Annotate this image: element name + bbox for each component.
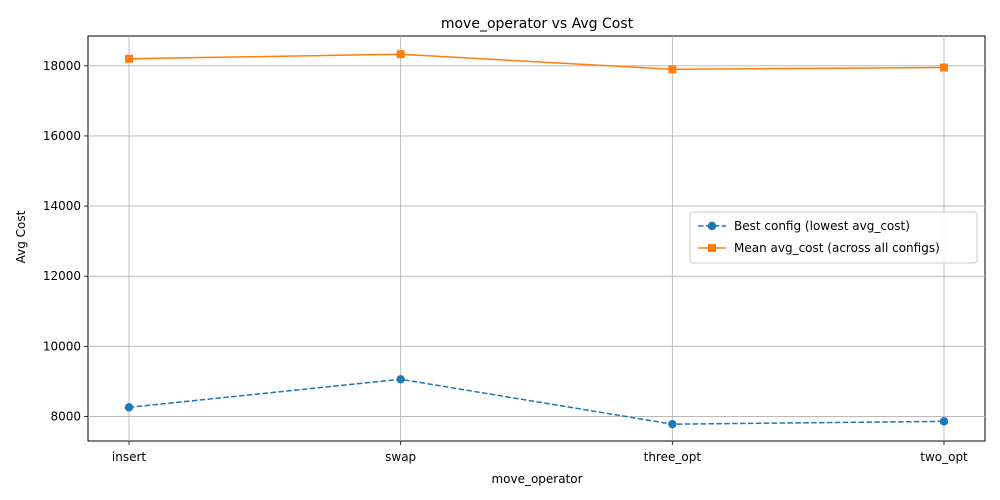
x-tick-label: insert	[112, 450, 147, 464]
data-point	[125, 54, 133, 63]
data-point	[124, 403, 134, 412]
data-point	[668, 419, 677, 429]
legend-label: Mean avg_cost (across all configs)	[734, 241, 940, 255]
chart-title: move_operator vs Avg Cost	[441, 16, 634, 32]
series-line	[128, 378, 945, 425]
data-point	[396, 50, 405, 59]
data-point	[396, 375, 405, 384]
x-axis-label: move_operator	[491, 472, 582, 486]
plot-area	[87, 35, 986, 442]
series-line	[128, 53, 945, 71]
series-layer	[124, 50, 949, 429]
legend-item-2: Mean avg_cost (across all configs)	[698, 241, 940, 255]
y-axis-ticks: 8000 10000 12000 14000 16000 18000	[43, 59, 88, 423]
data-point	[939, 417, 949, 426]
x-tick-label: swap	[385, 450, 416, 464]
y-tick-label: 10000	[43, 339, 81, 353]
y-tick-label: 18000	[43, 59, 81, 73]
data-point	[668, 65, 677, 74]
series-1	[124, 375, 949, 429]
legend-box	[689, 211, 978, 264]
y-tick-label: 12000	[43, 269, 81, 283]
x-tick-label: three_opt	[644, 450, 702, 464]
grid-lines	[88, 36, 985, 441]
x-tick-label: two_opt	[920, 450, 968, 464]
y-axis-label: Avg Cost	[14, 210, 28, 263]
legend-marker	[708, 244, 716, 252]
y-tick-label: 16000	[43, 129, 81, 143]
data-point	[940, 63, 948, 72]
x-axis-ticks: insert swap three_opt two_opt	[112, 441, 968, 464]
legend: Best config (lowest avg_cost) Mean avg_co…	[689, 211, 978, 264]
legend-label: Best config (lowest avg_cost)	[734, 219, 910, 233]
y-tick-label: 14000	[43, 199, 81, 213]
legend-item-1: Best config (lowest avg_cost)	[698, 219, 910, 233]
series-2	[125, 50, 948, 74]
legend-marker	[707, 221, 717, 231]
y-tick-label: 8000	[50, 409, 81, 423]
